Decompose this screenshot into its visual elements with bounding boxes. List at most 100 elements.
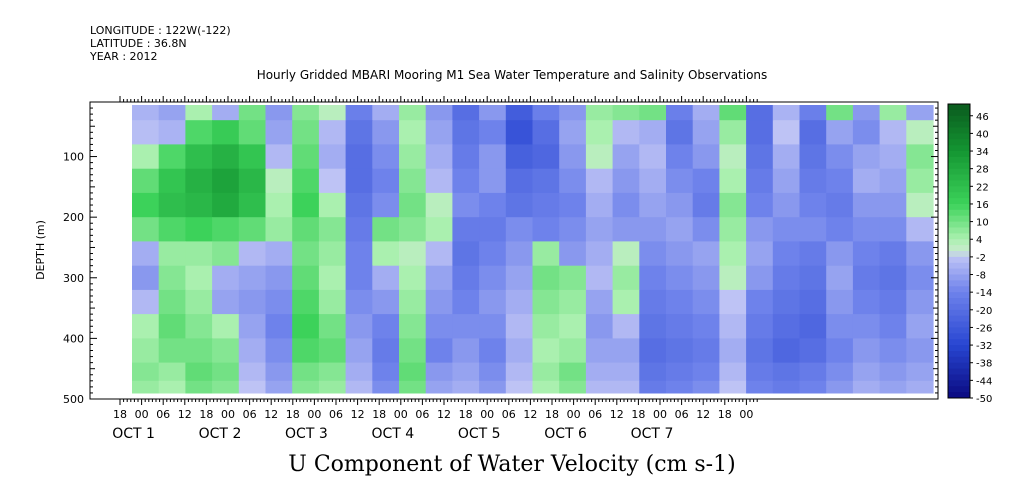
heat-cell (425, 289, 453, 315)
heat-cell (746, 362, 774, 382)
heat-cell (185, 362, 213, 382)
heat-cell (292, 105, 320, 121)
colorbar-swatch (948, 374, 970, 381)
heat-cell (559, 168, 587, 194)
heat-cell (345, 192, 373, 218)
heat-cell (746, 144, 774, 170)
heat-cell (265, 168, 293, 194)
heat-cell (425, 314, 453, 339)
heat-cell (639, 314, 667, 339)
heat-cell (692, 168, 720, 194)
heat-cell (132, 338, 160, 364)
heat-cell (879, 380, 907, 394)
heat-cell (585, 105, 614, 121)
heat-cell (132, 105, 160, 121)
heat-cell (772, 192, 801, 218)
heat-cell (479, 241, 507, 267)
colorbar-swatch (948, 233, 970, 240)
heat-cell (158, 380, 186, 394)
heat-cell (505, 120, 534, 145)
colorbar-swatch (948, 192, 970, 199)
colorbar-swatch (948, 309, 970, 317)
heat-cell (826, 289, 854, 315)
longitude-label: LONGITUDE : 122W(-122) (90, 24, 231, 37)
colorbar-swatch (948, 333, 970, 340)
heat-cell (799, 105, 827, 121)
heat-cell (639, 362, 667, 382)
heat-cell (372, 289, 400, 315)
heat-cell (212, 217, 240, 242)
colorbar-swatch (948, 380, 970, 387)
heat-cell (158, 241, 186, 267)
heat-cell (666, 362, 694, 382)
heat-cell (799, 338, 827, 364)
heat-cell (826, 168, 854, 194)
heat-cell (799, 168, 827, 194)
heat-cell (132, 168, 160, 194)
heat-cell (852, 105, 881, 121)
heat-cell (318, 380, 347, 394)
heat-cell (479, 217, 507, 242)
heat-cell (906, 105, 934, 121)
heat-cell (585, 120, 614, 145)
heat-cell (719, 192, 747, 218)
heat-cell (265, 380, 293, 394)
heat-cell (639, 105, 667, 121)
heat-cell (852, 217, 881, 242)
heat-cell (292, 144, 320, 170)
x-tick-label: 18 (113, 408, 127, 421)
heat-cell (292, 362, 320, 382)
heat-cell (505, 241, 534, 267)
heat-cell (879, 289, 907, 315)
heat-cell (292, 314, 320, 339)
heat-cell (639, 168, 667, 194)
x-tick-label: 00 (480, 408, 494, 421)
heat-cell (799, 241, 827, 267)
heat-cell (719, 120, 747, 145)
heat-cell (292, 217, 320, 242)
heat-cell (585, 289, 614, 315)
heat-cell (585, 217, 614, 242)
colorbar-swatch (948, 139, 970, 146)
colorbar-tick-label: 16 (976, 200, 989, 211)
heat-cell (479, 105, 507, 121)
heat-cell (639, 265, 667, 291)
heat-cell (505, 380, 534, 394)
heat-cell (719, 105, 747, 121)
heat-cell (265, 289, 293, 315)
heat-cell (692, 380, 720, 394)
heat-cell (372, 120, 400, 145)
colorbar-swatch (948, 327, 970, 334)
heat-cell (559, 362, 587, 382)
heat-cell (532, 144, 560, 170)
heat-cell (212, 362, 240, 382)
heat-cell (265, 338, 293, 364)
heat-cell (719, 289, 747, 315)
colorbar-swatch (948, 104, 970, 111)
heat-cell (238, 314, 267, 339)
heat-cell (345, 105, 373, 121)
heat-cell (425, 192, 453, 218)
heat-cell (559, 338, 587, 364)
heat-cell (505, 144, 534, 170)
heat-cell (318, 192, 347, 218)
heat-cell (132, 144, 160, 170)
heat-cell (559, 314, 587, 339)
heat-cell (345, 120, 373, 145)
heat-cell (692, 217, 720, 242)
heat-cell (425, 380, 453, 394)
heat-cell (372, 217, 400, 242)
heat-cell (399, 120, 427, 145)
heat-cell (692, 289, 720, 315)
heat-cell (612, 362, 640, 382)
heat-cell (559, 120, 587, 145)
heat-cell (746, 120, 774, 145)
heat-cell (399, 338, 427, 364)
colorbar-swatch (948, 292, 970, 299)
colorbar-swatch (948, 245, 970, 252)
heat-cell (318, 144, 347, 170)
x-tick-label: 12 (523, 408, 537, 421)
heat-cell (879, 362, 907, 382)
colorbar-tick-label: 40 (976, 129, 989, 140)
colorbar-swatch (948, 115, 970, 123)
